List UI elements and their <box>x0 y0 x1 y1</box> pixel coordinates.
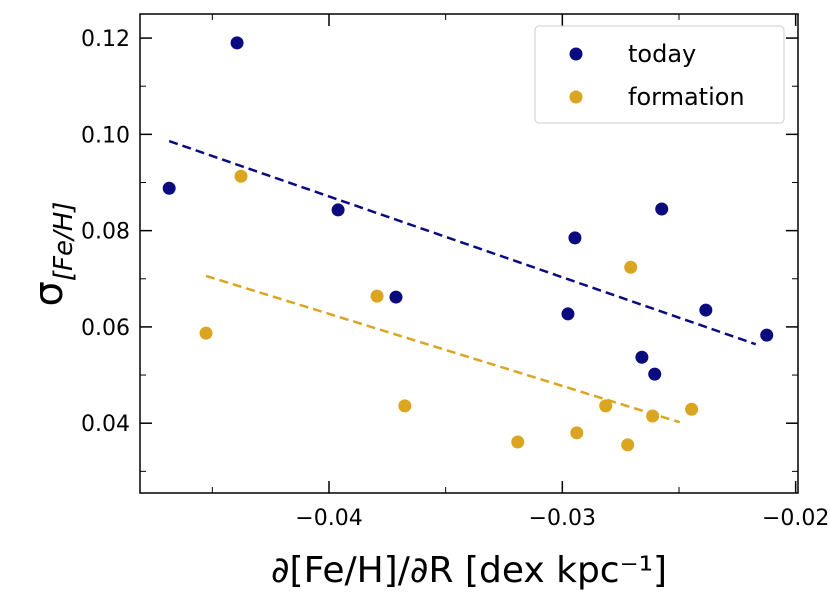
legend-box <box>534 25 785 124</box>
plot-frame <box>139 13 799 494</box>
point <box>699 303 713 317</box>
trend-line <box>205 274 681 424</box>
legend-label: formation <box>628 83 745 111</box>
point <box>389 290 403 304</box>
y-tick-label: 0.10 <box>81 123 130 148</box>
y-axis-label: σ[Fe/H] <box>26 202 79 307</box>
point <box>230 36 244 50</box>
point <box>568 231 582 245</box>
point <box>624 260 638 274</box>
point <box>599 399 613 413</box>
point <box>199 326 213 340</box>
point <box>234 169 248 183</box>
x-tick-label: −0.03 <box>529 506 596 531</box>
point <box>162 181 176 195</box>
y-tick-label: 0.06 <box>81 316 130 341</box>
legend-marker <box>569 47 583 61</box>
y-tick-label: 0.04 <box>81 412 130 437</box>
point <box>646 409 660 423</box>
y-tick-label: 0.08 <box>81 220 130 245</box>
legend-label: today <box>628 40 696 68</box>
legend-marker <box>569 90 583 104</box>
point <box>635 350 649 364</box>
y-label-symbol: σ <box>26 281 72 306</box>
y-tick-label: 0.12 <box>81 27 130 52</box>
point <box>655 202 669 216</box>
point <box>561 307 575 321</box>
point <box>331 203 345 217</box>
x-tick-label: −0.04 <box>295 506 362 531</box>
point <box>685 402 699 416</box>
point <box>760 328 774 342</box>
point <box>570 426 584 440</box>
x-axis-label: ∂[Fe/H]/∂R [dex kpc⁻¹] <box>271 550 667 591</box>
point <box>398 399 412 413</box>
x-tick-label: −0.02 <box>762 506 829 531</box>
y-label-subscript: [Fe/H] <box>49 202 79 282</box>
point <box>370 289 384 303</box>
point <box>511 435 525 449</box>
trend-line <box>168 139 757 346</box>
point <box>621 438 635 452</box>
point <box>648 367 662 381</box>
